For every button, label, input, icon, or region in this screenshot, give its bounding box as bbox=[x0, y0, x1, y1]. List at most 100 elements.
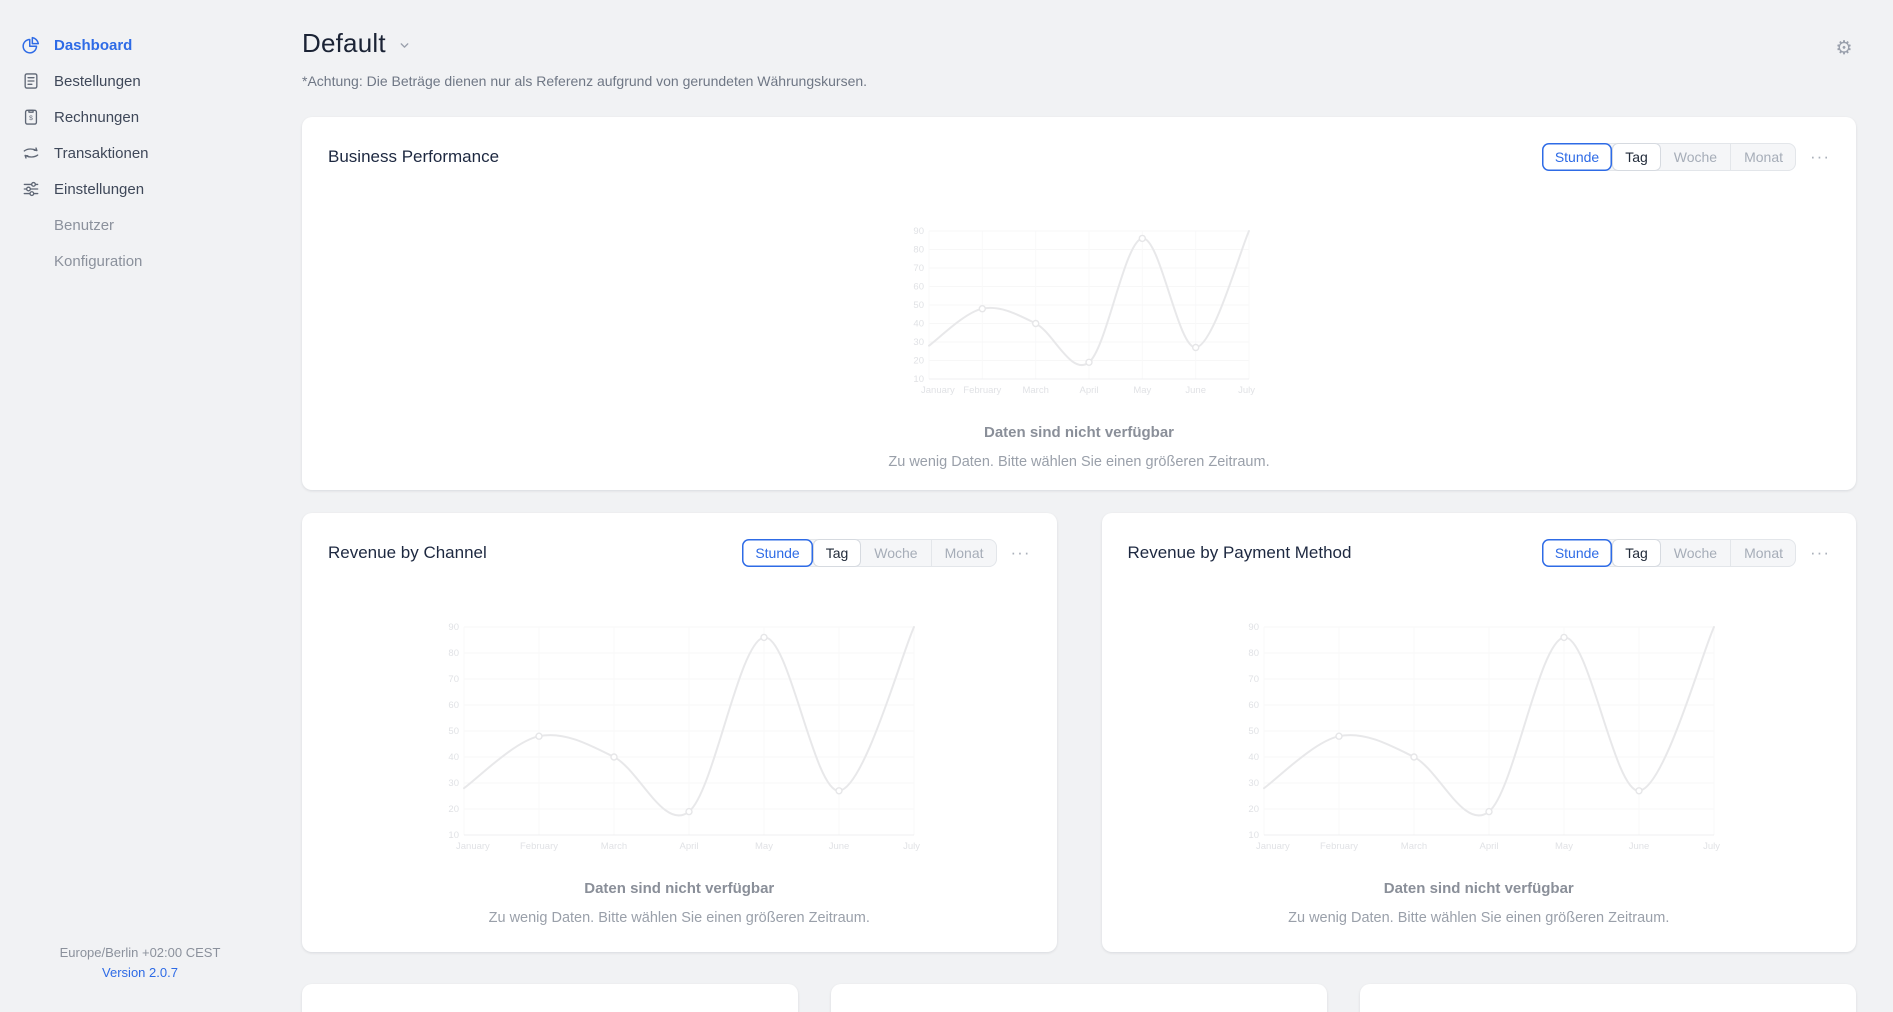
no-data-subtitle: Zu wenig Daten. Bitte wählen Sie einen g… bbox=[888, 454, 1270, 470]
svg-text:April: April bbox=[1479, 841, 1498, 852]
svg-text:20: 20 bbox=[913, 356, 924, 367]
svg-text:10: 10 bbox=[913, 374, 924, 385]
svg-text:July: July bbox=[1238, 385, 1255, 396]
toggle-monat[interactable]: Monat bbox=[930, 539, 997, 567]
card-title: Revenue by Payment Method bbox=[1127, 543, 1352, 562]
ellipsis-menu-button[interactable]: ··· bbox=[1010, 543, 1031, 562]
interval-toggle-group: Stunde Tag Woche Monat bbox=[742, 539, 997, 567]
svg-text:June: June bbox=[1628, 841, 1649, 852]
svg-text:40: 40 bbox=[1248, 752, 1259, 763]
svg-text:March: March bbox=[1022, 385, 1048, 396]
sidebar-item-einstellungen[interactable]: Einstellungen bbox=[0, 171, 280, 207]
svg-text:April: April bbox=[1079, 385, 1098, 396]
svg-text:50: 50 bbox=[449, 726, 460, 737]
document-icon bbox=[20, 71, 41, 92]
svg-text:40: 40 bbox=[449, 752, 460, 763]
card-partial-3 bbox=[1360, 984, 1856, 1012]
toggle-monat[interactable]: Monat bbox=[1730, 143, 1796, 171]
svg-text:60: 60 bbox=[449, 700, 460, 711]
svg-text:March: March bbox=[1401, 841, 1427, 852]
placeholder-line-chart: 10 20 30 40 50 60 70 80 90 January February March Ap… bbox=[1238, 621, 1720, 853]
interval-toggle-group: Stunde Tag Woche Monat bbox=[1541, 539, 1797, 567]
toggle-tag[interactable]: Tag bbox=[1612, 539, 1661, 567]
placeholder-line-chart: 10 20 30 40 50 60 70 80 90 January February March Ap… bbox=[438, 621, 921, 853]
svg-text:80: 80 bbox=[913, 245, 924, 256]
sidebar-item-label: Rechnungen bbox=[54, 108, 140, 126]
sidebar-item-benutzer[interactable]: Benutzer bbox=[0, 207, 280, 243]
svg-text:50: 50 bbox=[1248, 726, 1259, 737]
sidebar-item-konfiguration[interactable]: Konfiguration bbox=[0, 243, 280, 279]
timezone-label: Europe/Berlin +02:00 CEST bbox=[59, 945, 221, 960]
page-title: Default bbox=[302, 28, 386, 58]
svg-text:20: 20 bbox=[1248, 804, 1259, 815]
version-link[interactable]: Version 2.0.7 bbox=[102, 965, 178, 980]
sidebar-item-label: Benutzer bbox=[54, 216, 115, 234]
no-data-subtitle: Zu wenig Daten. Bitte wählen Sie einen g… bbox=[488, 910, 870, 926]
toggle-stunde[interactable]: Stunde bbox=[1541, 143, 1613, 171]
svg-text:July: July bbox=[903, 841, 920, 852]
card-partial-1 bbox=[302, 984, 798, 1012]
svg-text:January: January bbox=[921, 385, 955, 396]
svg-text:10: 10 bbox=[1248, 830, 1259, 841]
placeholder-line-chart: 10 20 30 40 50 60 70 80 90 January February March Ap… bbox=[903, 225, 1255, 397]
toggle-stunde[interactable]: Stunde bbox=[742, 539, 813, 567]
svg-text:$: $ bbox=[29, 115, 33, 122]
svg-text:January: January bbox=[456, 841, 490, 852]
card-revenue-by-payment-method: Revenue by Payment Method Stunde Tag Woc… bbox=[1101, 513, 1856, 952]
no-data-title: Daten sind nicht verfügbar bbox=[983, 424, 1175, 441]
svg-text:80: 80 bbox=[449, 648, 460, 659]
pie-chart-icon bbox=[20, 35, 41, 56]
toggle-tag[interactable]: Tag bbox=[812, 539, 862, 567]
toggle-woche[interactable]: Woche bbox=[861, 539, 930, 567]
main-content: ⚙ Default *Achtung: Die Beträge dienen n… bbox=[280, 0, 1893, 1012]
sidebar-item-label: Konfiguration bbox=[54, 252, 143, 270]
svg-text:60: 60 bbox=[913, 282, 924, 293]
svg-text:70: 70 bbox=[449, 674, 460, 685]
svg-text:80: 80 bbox=[1248, 648, 1259, 659]
svg-text:30: 30 bbox=[449, 778, 460, 789]
sliders-icon bbox=[20, 179, 41, 200]
svg-text:February: February bbox=[1320, 841, 1358, 852]
svg-text:July: July bbox=[1703, 841, 1720, 852]
card-business-performance: Business Performance Stunde Tag Woche Mo… bbox=[302, 117, 1856, 490]
card-title: Business Performance bbox=[328, 147, 500, 166]
ellipsis-menu-button[interactable]: ··· bbox=[1810, 147, 1830, 166]
toggle-woche[interactable]: Woche bbox=[1661, 539, 1730, 567]
sidebar-item-rechnungen[interactable]: $ Rechnungen bbox=[0, 99, 280, 135]
card-partial-2 bbox=[831, 984, 1327, 1012]
svg-text:60: 60 bbox=[1248, 700, 1259, 711]
svg-text:50: 50 bbox=[913, 300, 924, 311]
svg-text:March: March bbox=[601, 841, 627, 852]
toggle-tag[interactable]: Tag bbox=[1612, 143, 1661, 171]
sidebar-footer: Europe/Berlin +02:00 CEST Version 2.0.7 bbox=[0, 945, 280, 982]
no-data-title: Daten sind nicht verfügbar bbox=[1383, 880, 1574, 897]
no-data-subtitle: Zu wenig Daten. Bitte wählen Sie einen g… bbox=[1288, 910, 1670, 926]
svg-text:February: February bbox=[520, 841, 558, 852]
svg-text:70: 70 bbox=[1248, 674, 1259, 685]
svg-text:April: April bbox=[680, 841, 699, 852]
svg-text:90: 90 bbox=[449, 622, 460, 633]
chevron-down-icon bbox=[398, 39, 411, 52]
card-revenue-by-channel: Revenue by Channel Stunde Tag Woche Mona… bbox=[302, 513, 1057, 952]
toggle-stunde[interactable]: Stunde bbox=[1541, 539, 1613, 567]
svg-text:June: June bbox=[829, 841, 850, 852]
sidebar-item-label: Einstellungen bbox=[54, 180, 145, 198]
sidebar: Dashboard Bestellungen $ Rec bbox=[0, 0, 280, 1012]
toggle-woche[interactable]: Woche bbox=[1661, 143, 1730, 171]
ellipsis-menu-button[interactable]: ··· bbox=[1810, 543, 1830, 562]
card-title: Revenue by Channel bbox=[328, 543, 487, 562]
svg-text:10: 10 bbox=[449, 830, 460, 841]
sidebar-item-label: Transaktionen bbox=[54, 144, 149, 162]
sidebar-item-bestellungen[interactable]: Bestellungen bbox=[0, 63, 280, 99]
svg-text:90: 90 bbox=[913, 226, 924, 237]
svg-text:20: 20 bbox=[449, 804, 460, 815]
svg-text:40: 40 bbox=[913, 319, 924, 330]
sidebar-item-dashboard[interactable]: Dashboard bbox=[0, 27, 280, 63]
sidebar-item-transaktionen[interactable]: Transaktionen bbox=[0, 135, 280, 171]
toggle-monat[interactable]: Monat bbox=[1730, 539, 1796, 567]
profile-selector[interactable]: Default bbox=[302, 26, 1856, 60]
sidebar-item-label: Bestellungen bbox=[54, 72, 141, 90]
settings-gear-button[interactable]: ⚙ bbox=[1832, 36, 1856, 60]
svg-text:January: January bbox=[1256, 841, 1290, 852]
currency-notice: *Achtung: Die Beträge dienen nur als Ref… bbox=[302, 73, 868, 89]
